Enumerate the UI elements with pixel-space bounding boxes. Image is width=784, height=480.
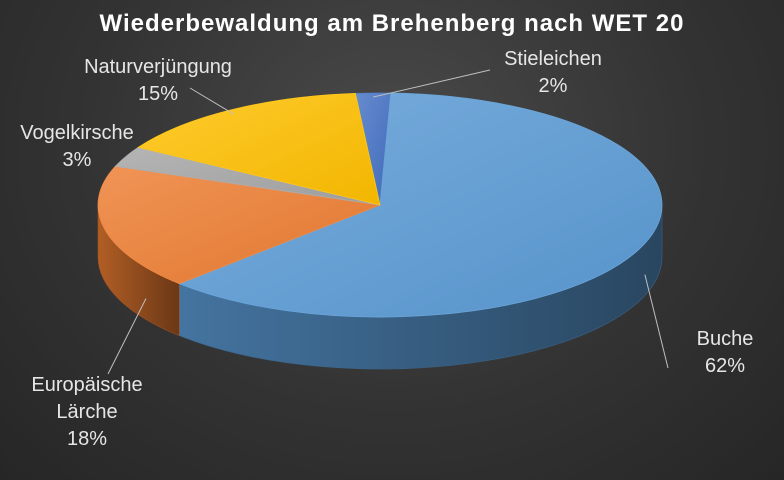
slice-label-stieleichen: Stieleichen 2%: [488, 46, 618, 100]
slice-percent: 62%: [704, 355, 746, 377]
leader-line: [189, 87, 234, 115]
chart-title: Wiederbewaldung am Brehenberg nach WET 2…: [99, 10, 685, 37]
leader-line: [373, 69, 491, 98]
slice-label-buche: Buche 62%: [680, 326, 770, 380]
slice-name: Vogelkirsche: [20, 122, 134, 144]
slice-name: Naturverjüngung: [84, 56, 232, 78]
slice-label-vogelkirsche: Vogelkirsche 3%: [2, 120, 152, 174]
slice-name: Stieleichen: [504, 48, 602, 70]
slice-name: Buche: [696, 328, 754, 350]
pie-slice-naturverj-ngung: [137, 93, 381, 206]
slice-name-line-2: Lärche: [56, 401, 118, 423]
slice-percent: 2%: [538, 75, 568, 97]
pie-slice-europ-ische-l-rche: [97, 165, 382, 285]
slice-label-naturverjuengung: Naturverjüngung 15%: [58, 54, 258, 108]
slice-label-europaeische-laerche: Europäische Lärche 18%: [12, 372, 162, 453]
slice-percent: 18%: [66, 428, 108, 450]
leader-line: [107, 298, 147, 375]
pie-top-faces: [97, 92, 663, 318]
slice-percent: 15%: [137, 83, 179, 105]
pie-slice-buche: [178, 92, 663, 318]
slice-percent: 3%: [62, 149, 92, 171]
leader-line: [644, 274, 669, 369]
slice-name-line-1: Europäische: [31, 374, 143, 396]
